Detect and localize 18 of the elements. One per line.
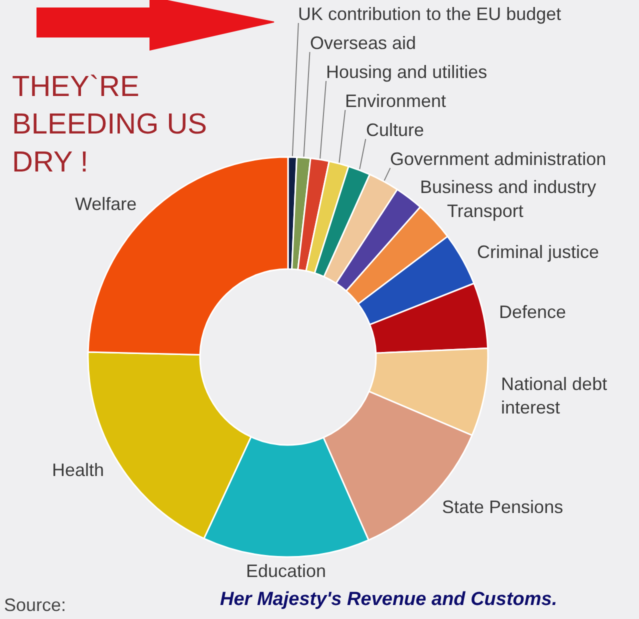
slice-label: Housing and utilities [326,62,488,82]
slice-label: Business and industry [420,177,596,197]
slice-label: Criminal justice [477,242,600,262]
slice-label: Transport [447,201,524,221]
slice-label: Environment [345,91,446,111]
slice-label: State Pensions [442,497,564,517]
slice-label: Defence [499,302,566,322]
slice-label: Overseas aid [310,33,416,53]
text: Her Majesty's Revenue and Customs. [220,589,558,610]
text: THEY`RE BLEEDING US DRY ! [12,71,207,178]
slice-label: National debt interest [501,374,608,418]
slice-label: Education [246,561,326,581]
slice-label: Government administration [390,149,606,169]
slice-label: Health [52,460,104,480]
source-note: Source: [4,595,66,615]
slice-label: Welfare [75,194,137,214]
slice-label: Culture [366,120,424,140]
slice-label: UK contribution to the EU budget [298,4,562,24]
